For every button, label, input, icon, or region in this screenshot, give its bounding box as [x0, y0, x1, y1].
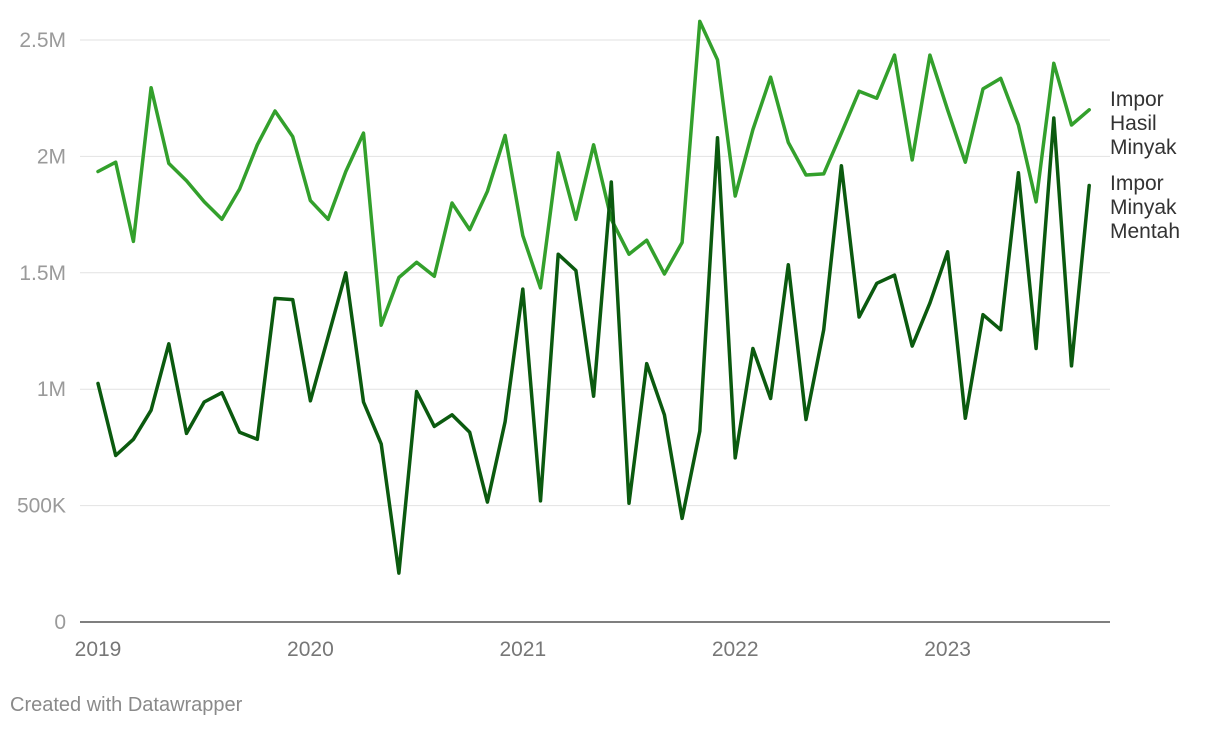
- series-label: Minyak: [1110, 196, 1177, 219]
- series-label: Hasil: [1110, 112, 1157, 135]
- line-chart: 0 500K 1M 1.5M 2M 2.5M 2019 2020 2021 2022 2023 I…: [17, 19, 1180, 661]
- series-label: Impor: [1110, 88, 1164, 111]
- series-line-impor-hasil-minyak: [96, 19, 1091, 327]
- x-tick-label: 2021: [499, 638, 546, 661]
- x-tick-label: 2022: [712, 638, 759, 661]
- series-label: Mentah: [1110, 220, 1180, 243]
- y-axis-tick-labels: 0 500K 1M 1.5M 2M 2.5M: [17, 29, 66, 634]
- series-line-impor-minyak-mentah: [96, 116, 1091, 575]
- y-tick-label: 500K: [17, 495, 66, 518]
- footer-credit: Created with Datawrapper: [10, 694, 243, 716]
- y-tick-label: 2M: [37, 145, 66, 168]
- x-tick-label: 2019: [75, 638, 122, 661]
- x-tick-label: 2020: [287, 638, 334, 661]
- y-tick-label: 2.5M: [19, 29, 66, 52]
- series-lines: [96, 19, 1091, 575]
- y-tick-label: 0: [54, 611, 66, 634]
- x-tick-label: 2023: [924, 638, 971, 661]
- y-tick-label: 1M: [37, 378, 66, 401]
- series-label: Minyak: [1110, 136, 1177, 159]
- x-axis-tick-labels: 2019 2020 2021 2022 2023: [75, 638, 971, 661]
- y-tick-label: 1.5M: [19, 262, 66, 285]
- series-label: Impor: [1110, 172, 1164, 195]
